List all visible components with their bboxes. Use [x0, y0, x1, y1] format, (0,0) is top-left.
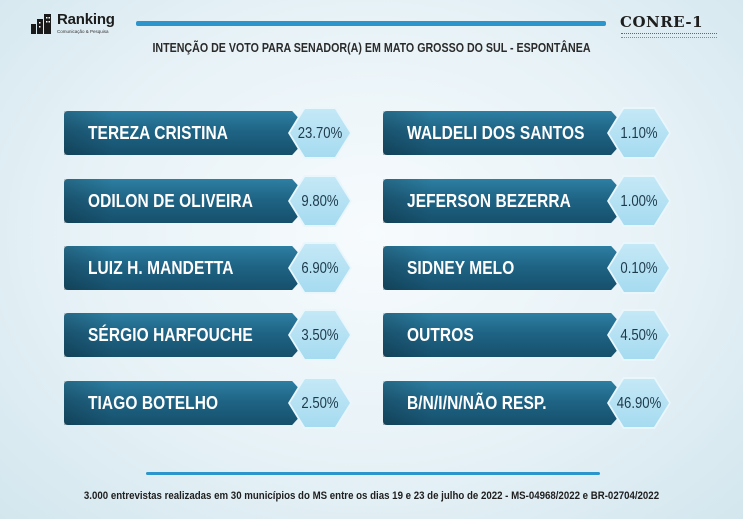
candidate-bar-shade	[64, 179, 312, 223]
percentage-hexagon	[290, 244, 350, 292]
candidate-percentage: 6.90%	[301, 260, 339, 277]
candidate-bar-shade	[383, 111, 631, 155]
candidate-name: TIAGO BOTELHO	[88, 393, 219, 413]
candidate-name: SÉRGIO HARFOUCHE	[88, 325, 253, 345]
candidate-bar	[64, 381, 312, 425]
candidate-bar	[383, 313, 631, 357]
candidate-percentage: 9.80%	[301, 193, 339, 210]
candidate-name: LUIZ H. MANDETTA	[88, 258, 234, 278]
candidate-percentage: 0.10%	[620, 260, 658, 277]
candidate-percentage: 23.70%	[297, 125, 343, 142]
conre-logo-text: CONRE-1	[620, 13, 704, 31]
candidate-name: B/N/I/N/NÃO RESP.	[407, 393, 547, 413]
building-icon	[31, 14, 51, 34]
candidate-name: JEFERSON BEZERRA	[407, 191, 571, 211]
candidate-bar	[383, 381, 631, 425]
ranking-logo: Ranking Comunicação & Pesquisa	[30, 10, 130, 36]
footer-divider	[146, 472, 600, 475]
candidate-bar	[64, 111, 312, 155]
candidate-bar-shade	[64, 246, 312, 290]
candidate-bar-shade	[383, 179, 631, 223]
candidate-bar	[64, 246, 312, 290]
candidate-bar-shade	[383, 313, 631, 357]
candidate-percentage: 1.10%	[620, 125, 658, 142]
percentage-hexagon	[609, 379, 669, 427]
candidate-bar-shade	[383, 381, 631, 425]
percentage-hexagon	[609, 177, 669, 225]
candidate-bar-shade	[64, 381, 312, 425]
conre-logo-fineprint	[621, 33, 717, 34]
candidate-bar	[383, 246, 631, 290]
percentage-hexagon	[290, 379, 350, 427]
percentage-hexagon	[609, 244, 669, 292]
candidate-name: TEREZA CRISTINA	[88, 123, 229, 143]
chart-title: INTENÇÃO DE VOTO PARA SENADOR(A) EM MATO…	[152, 40, 591, 55]
header-divider	[136, 21, 606, 26]
percentage-hexagon	[290, 109, 350, 157]
candidate-name: ODILON DE OLIVEIRA	[88, 191, 253, 211]
candidate-percentage: 46.90%	[616, 395, 662, 412]
percentage-hexagon	[609, 109, 669, 157]
candidate-bar-shade	[64, 111, 312, 155]
ranking-logo-subtitle: Comunicação & Pesquisa	[57, 29, 109, 34]
methodology-note: 3.000 entrevistas realizadas em 30 munic…	[83, 490, 660, 502]
percentage-hexagon	[290, 311, 350, 359]
candidate-bar-shade	[383, 246, 631, 290]
candidate-name: OUTROS	[407, 325, 474, 345]
candidate-bar-shade	[64, 313, 312, 357]
candidate-name: SIDNEY MELO	[407, 258, 515, 278]
candidate-percentage: 1.00%	[620, 193, 658, 210]
candidate-name: WALDELI DOS SANTOS	[407, 123, 585, 143]
conre-logo: CONRE-1	[620, 13, 718, 43]
candidate-bar	[64, 313, 312, 357]
percentage-hexagon	[609, 311, 669, 359]
candidate-bar	[383, 179, 631, 223]
percentage-hexagon	[290, 177, 350, 225]
candidate-bar	[64, 179, 312, 223]
candidate-bar	[383, 111, 631, 155]
conre-logo-fineprint	[621, 37, 717, 38]
candidate-percentage: 3.50%	[301, 327, 339, 344]
ranking-logo-text: Ranking	[57, 11, 115, 28]
candidate-percentage: 4.50%	[620, 327, 658, 344]
candidate-percentage: 2.50%	[301, 395, 339, 412]
